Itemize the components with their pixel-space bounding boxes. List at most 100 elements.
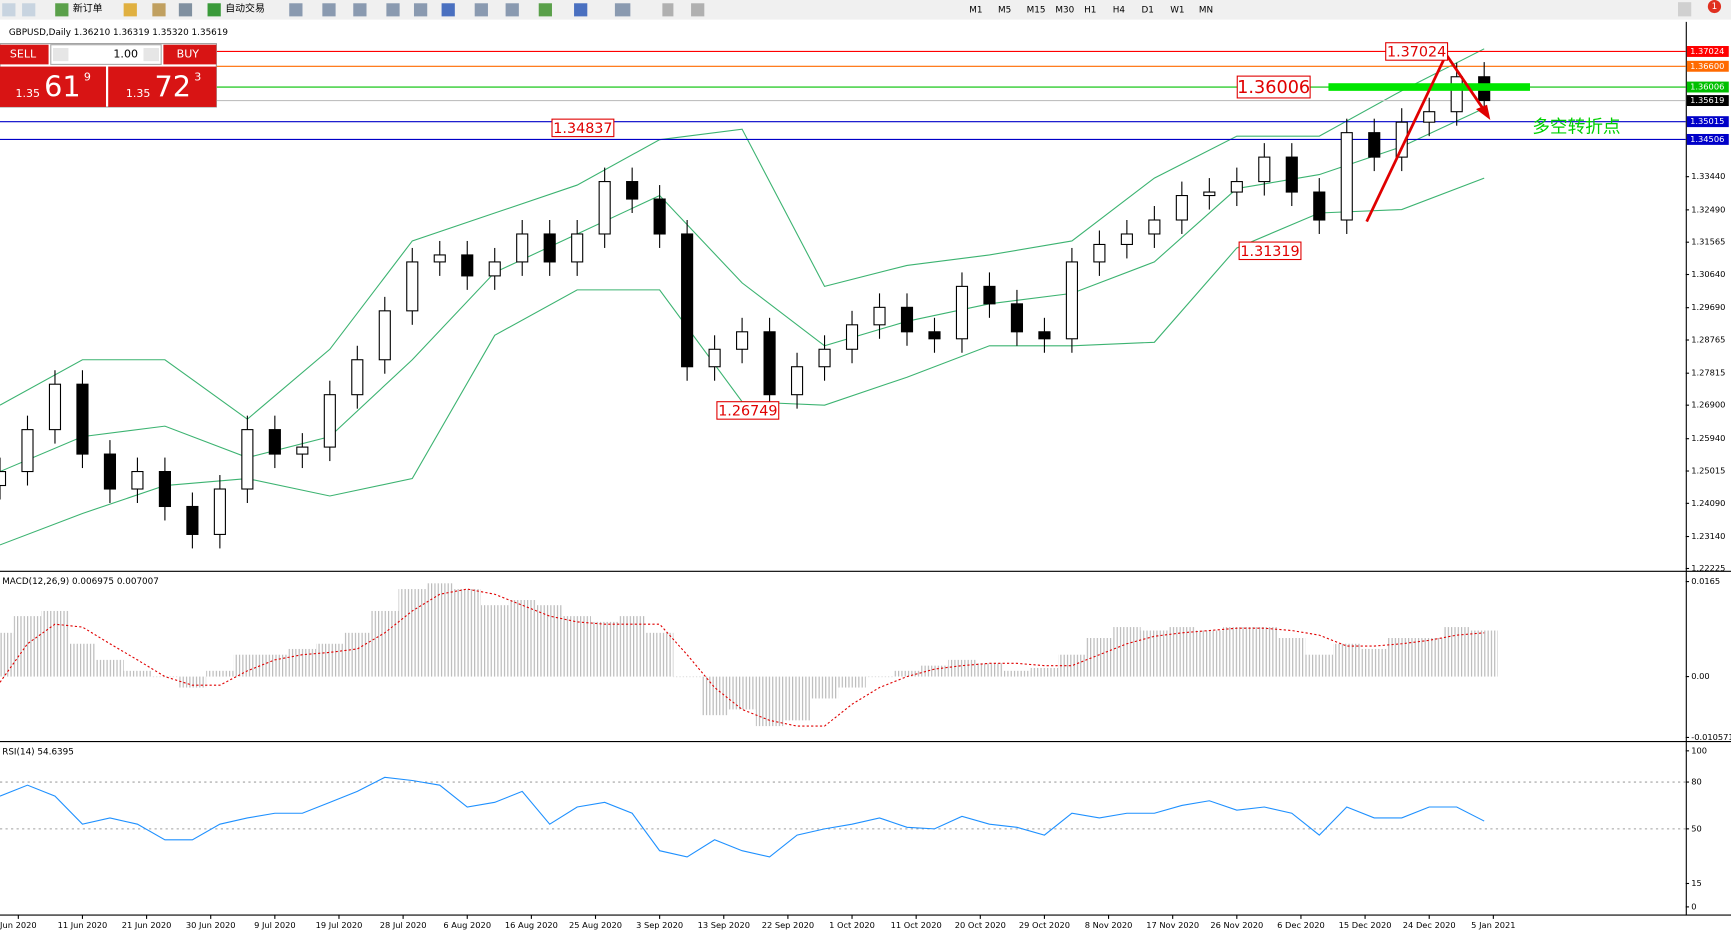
icon[interactable] — [441, 3, 455, 17]
lots-down[interactable] — [52, 48, 69, 62]
candle-body — [1093, 243, 1106, 263]
x-tick-label: 9 Jul 2020 — [254, 920, 296, 930]
y-tick-label: 1.27815 — [1691, 368, 1725, 378]
y-tick-label: 1.30640 — [1691, 269, 1725, 279]
x-tick-label: Jun 2020 — [0, 920, 37, 930]
macd-bar — [343, 632, 372, 677]
icon[interactable] — [386, 3, 400, 17]
icon[interactable] — [178, 3, 193, 17]
macd-bar — [178, 676, 207, 688]
candle-body — [653, 198, 666, 235]
sell-button[interactable] — [0, 44, 49, 65]
lots-input[interactable] — [50, 44, 162, 65]
timeframe-button[interactable]: M30 — [1055, 5, 1074, 15]
timeframe-button[interactable]: H1 — [1084, 5, 1096, 15]
icon[interactable] — [574, 3, 588, 17]
y-tick-label: 15 — [1691, 878, 1702, 888]
buy-price[interactable] — [108, 66, 217, 107]
icon[interactable] — [55, 3, 69, 17]
timeframe-button[interactable]: W1 — [1170, 5, 1184, 15]
macd-bar — [783, 676, 811, 721]
lots-up[interactable] — [143, 48, 159, 62]
macd-signal — [0, 588, 1485, 727]
indicator-title: MACD(12,26,9) 0.006975 0.007007 — [2, 577, 159, 587]
icon[interactable] — [662, 3, 674, 17]
timeframe-button[interactable]: M5 — [998, 5, 1011, 15]
lots-value[interactable]: 1.00 — [113, 48, 138, 61]
y-tick-label: 1.25940 — [1691, 433, 1725, 443]
buy-label[interactable]: BUY — [177, 48, 200, 61]
macd-bar — [535, 605, 564, 677]
icon[interactable] — [207, 3, 221, 17]
candle-body — [213, 488, 226, 535]
price-level-tag — [1686, 95, 1729, 107]
macd-bar — [0, 632, 14, 677]
macd-bar — [261, 654, 289, 677]
icon[interactable] — [691, 3, 705, 17]
macd-bar — [151, 676, 179, 678]
icon[interactable] — [22, 3, 36, 17]
timeframe-button[interactable]: MN — [1199, 5, 1213, 15]
x-tick-label: 29 Oct 2020 — [1019, 920, 1070, 930]
macd-bar — [41, 610, 69, 677]
candle-body — [296, 446, 309, 455]
icon[interactable] — [1678, 2, 1692, 17]
sell-label[interactable]: SELL — [10, 48, 37, 61]
macd-bar — [1470, 630, 1498, 677]
y-tick-label: 1.32490 — [1691, 204, 1725, 214]
icon[interactable] — [289, 3, 303, 17]
candle-body — [571, 233, 584, 263]
macd-bar — [1333, 643, 1361, 677]
trade-panel: SELL 1.00 BUY 1.35 61 9 1.35 72 3 — [0, 43, 217, 108]
auto-trading[interactable]: 自动交易 — [225, 2, 265, 15]
timeframe-button[interactable]: D1 — [1141, 5, 1153, 15]
timeframe-button[interactable]: M1 — [969, 5, 982, 15]
candle-body — [1230, 181, 1243, 193]
price-pips: 61 — [44, 71, 81, 104]
new-order[interactable]: 新订单 — [73, 2, 103, 15]
candle-body — [1313, 191, 1326, 221]
y-tick-label: 1.24090 — [1691, 498, 1725, 508]
candle-body — [845, 324, 859, 350]
y-tick-label: 1.22225 — [1691, 563, 1725, 573]
candle-body — [736, 331, 749, 350]
timeframe-button[interactable]: M15 — [1027, 5, 1046, 15]
macd-bar — [1278, 638, 1306, 677]
timeframe-button[interactable]: H4 — [1113, 5, 1126, 15]
candle-body — [76, 383, 89, 455]
candle-body — [186, 505, 199, 535]
price-level-label: 1.35015 — [1690, 116, 1724, 126]
price-annotation-box — [716, 401, 780, 420]
icon[interactable] — [413, 3, 428, 17]
icon[interactable] — [123, 3, 137, 17]
x-tick-label: 16 Aug 2020 — [505, 920, 558, 930]
icon[interactable] — [2, 3, 16, 17]
macd-bar — [206, 670, 234, 677]
y-tick-label: 1.28765 — [1691, 335, 1725, 345]
icon[interactable] — [505, 3, 519, 17]
x-tick-label: 11 Oct 2020 — [891, 920, 942, 930]
notification-badge[interactable] — [1707, 0, 1722, 14]
icon[interactable] — [152, 3, 166, 17]
y-tick-label: -0.010571 — [1691, 732, 1731, 742]
x-tick-label: 6 Dec 2020 — [1277, 920, 1325, 930]
candle-body — [1065, 261, 1078, 340]
x-tick-label: 30 Jun 2020 — [186, 920, 236, 930]
buy-button[interactable] — [163, 44, 217, 65]
icon[interactable] — [474, 3, 488, 17]
macd-bar — [1003, 670, 1031, 677]
price-level-tag — [1686, 81, 1729, 93]
price-level-label: 1.36600 — [1690, 61, 1724, 71]
icon[interactable] — [538, 3, 552, 17]
icon[interactable] — [614, 3, 631, 17]
candle-body — [1368, 132, 1381, 158]
y-tick-label: 1.29690 — [1691, 302, 1725, 312]
icon[interactable] — [353, 3, 367, 17]
macd-bar — [1085, 638, 1114, 677]
candle-body — [955, 285, 969, 340]
icon[interactable] — [322, 3, 336, 17]
candle-body — [928, 331, 941, 340]
sell-price[interactable] — [0, 66, 106, 107]
price-fraction: 3 — [194, 71, 201, 84]
